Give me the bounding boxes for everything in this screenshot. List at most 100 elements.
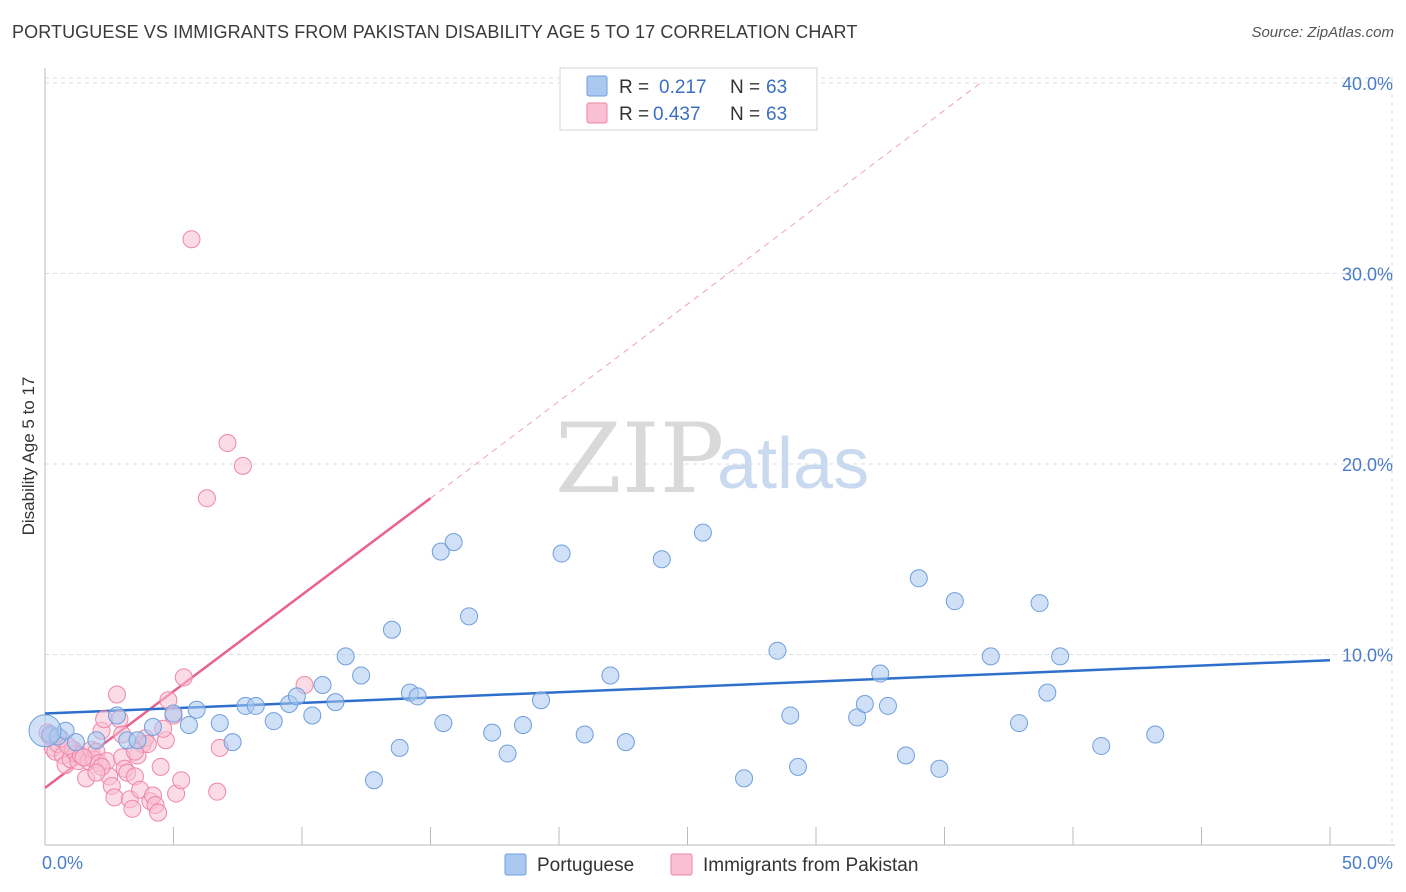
legend-swatch-pakistan <box>586 102 608 124</box>
data-point-portuguese <box>498 744 517 763</box>
data-point-portuguese <box>735 769 754 788</box>
data-point-portuguese <box>287 687 306 706</box>
data-point-pakistan <box>172 771 191 790</box>
data-point-portuguese <box>1051 647 1070 666</box>
data-point-portuguese <box>179 715 198 734</box>
data-point-portuguese <box>1092 736 1111 755</box>
data-point-portuguese <box>107 706 126 725</box>
data-point-portuguese <box>930 759 949 778</box>
data-point-pakistan <box>233 456 252 475</box>
data-point-pakistan <box>151 757 170 776</box>
data-point-portuguese <box>128 731 147 750</box>
data-point-portuguese <box>336 647 355 666</box>
bottom-legend-swatch-portuguese <box>504 853 527 876</box>
data-point-portuguese <box>408 687 427 706</box>
legend-n-value-2: 63 <box>766 104 787 125</box>
data-point-portuguese <box>781 706 800 725</box>
data-point-portuguese <box>896 746 915 765</box>
data-point-portuguese <box>223 733 242 752</box>
data-point-portuguese <box>848 708 867 727</box>
data-point-portuguese <box>768 641 787 660</box>
data-point-portuguese <box>1146 725 1165 744</box>
data-point-portuguese <box>434 714 453 733</box>
data-point-portuguese <box>789 757 808 776</box>
trend-line-pakistan-extension <box>430 82 981 499</box>
data-point-portuguese <box>143 717 162 736</box>
data-point-portuguese <box>28 714 62 748</box>
bottom-legend: Portuguese Immigrants from Pakistan <box>504 853 918 876</box>
legend-r-label-2: R = <box>619 104 649 125</box>
data-point-portuguese <box>264 712 283 731</box>
legend-n-value-1: 63 <box>766 77 787 98</box>
data-point-pakistan <box>149 803 168 822</box>
data-point-portuguese <box>909 569 928 588</box>
watermark: ZIP atlas <box>555 403 869 515</box>
trend-line-pakistan <box>44 497 432 789</box>
legend: R = 0.217 N = 63 R = 0.437 N = 63 <box>559 67 818 131</box>
bottom-legend-swatch-pakistan <box>670 853 693 876</box>
data-point-portuguese <box>981 647 1000 666</box>
data-point-portuguese <box>616 733 635 752</box>
data-point-portuguese <box>552 544 571 563</box>
x-tick-labels: 0.0% 50.0% <box>42 853 1393 873</box>
data-point-pakistan <box>107 685 126 704</box>
data-point-pakistan <box>123 799 142 818</box>
y-tick-label: 40.0% <box>1342 74 1393 94</box>
data-point-pakistan <box>74 748 93 767</box>
data-point-pakistan <box>174 668 193 687</box>
data-point-portuguese <box>246 696 265 715</box>
bottom-legend-label-portuguese: Portuguese <box>537 855 634 876</box>
legend-r-label-1: R = <box>619 77 649 98</box>
data-point-portuguese <box>1038 683 1057 702</box>
data-point-portuguese <box>352 666 371 685</box>
data-point-portuguese <box>693 523 712 542</box>
data-point-pakistan <box>197 489 216 508</box>
legend-swatch-portuguese <box>586 75 608 97</box>
data-point-portuguese <box>164 704 183 723</box>
y-tick-label: 30.0% <box>1342 265 1393 285</box>
data-point-portuguese <box>66 733 85 752</box>
data-point-portuguese <box>652 550 671 569</box>
data-point-portuguese <box>390 738 409 757</box>
data-point-portuguese <box>575 725 594 744</box>
y-tick-label: 20.0% <box>1342 455 1393 475</box>
data-point-portuguese <box>431 542 450 561</box>
series-pakistan-points <box>38 230 314 822</box>
data-point-pakistan <box>218 434 237 453</box>
data-point-portuguese <box>483 723 502 742</box>
data-point-portuguese <box>187 700 206 719</box>
legend-n-label-1: N = <box>730 77 760 98</box>
data-point-portuguese <box>1010 714 1029 733</box>
data-point-pakistan <box>87 763 106 782</box>
data-point-portuguese <box>532 691 551 710</box>
y-tick-labels: 10.0% 20.0% 30.0% 40.0% <box>1342 74 1393 666</box>
legend-n-label-2: N = <box>730 104 760 125</box>
data-point-portuguese <box>382 620 401 639</box>
axes <box>44 68 1395 846</box>
series-portuguese-points <box>28 523 1165 790</box>
data-point-portuguese <box>210 714 229 733</box>
data-point-portuguese <box>514 715 533 734</box>
data-point-pakistan <box>105 788 124 807</box>
x-tick-label-max: 50.0% <box>1342 853 1393 873</box>
x-tick-label-min: 0.0% <box>42 853 83 873</box>
watermark-atlas: atlas <box>717 424 869 504</box>
data-point-pakistan <box>208 782 227 801</box>
legend-r-value-1: 0.217 <box>659 77 707 98</box>
legend-r-value-2: 0.437 <box>653 104 701 125</box>
watermark-zip: ZIP <box>555 403 724 515</box>
data-point-portuguese <box>1030 594 1049 613</box>
data-point-portuguese <box>87 731 106 750</box>
data-point-portuguese <box>601 666 620 685</box>
chart-title: PORTUGUESE VS IMMIGRANTS FROM PAKISTAN D… <box>12 22 858 42</box>
data-point-pakistan <box>182 230 201 249</box>
data-point-portuguese <box>364 771 383 790</box>
data-point-portuguese <box>871 664 890 683</box>
data-point-portuguese <box>303 706 322 725</box>
y-axis-label: Disability Age 5 to 17 <box>19 377 38 536</box>
data-point-portuguese <box>326 693 345 712</box>
data-point-portuguese <box>444 533 463 552</box>
data-point-portuguese <box>313 675 332 694</box>
bottom-legend-label-pakistan: Immigrants from Pakistan <box>703 855 918 876</box>
